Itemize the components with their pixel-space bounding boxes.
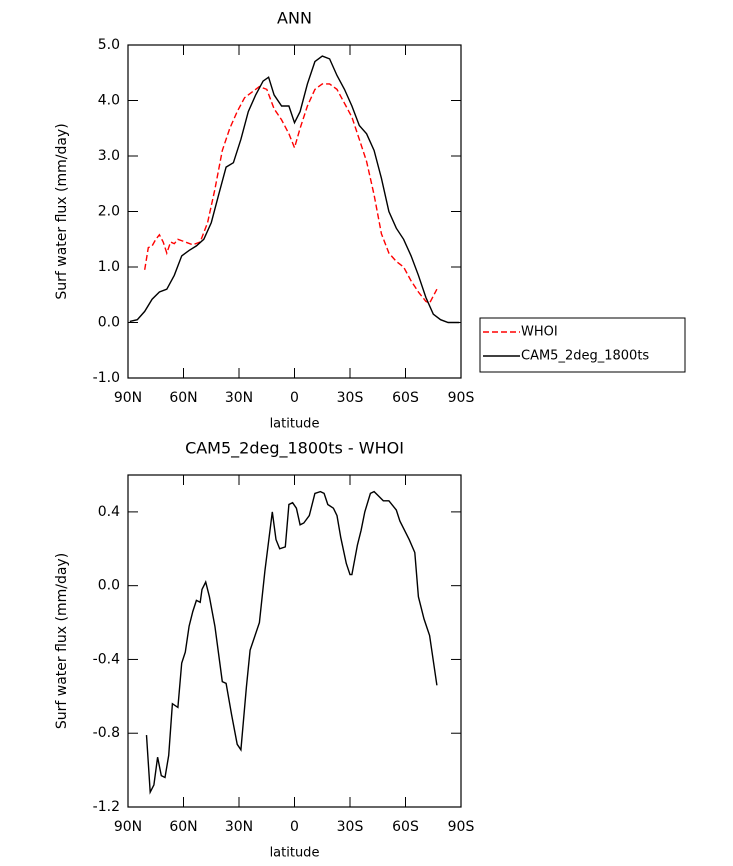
x-tick-label: 60N	[169, 819, 197, 835]
x-tick-label: 30S	[337, 390, 364, 406]
y-tick-label: 0.0	[98, 315, 120, 331]
y-tick-label: 5.0	[98, 37, 120, 53]
y-tick-label: -1.2	[93, 799, 120, 815]
y-tick-label: -1.0	[93, 370, 120, 386]
legend-label: WHOI	[521, 325, 558, 340]
y-axis-label: Surf water flux (mm/day)	[54, 123, 70, 299]
y-tick-label: 0.4	[98, 504, 120, 520]
legend-box	[479, 317, 686, 373]
x-tick-label: 30S	[337, 819, 364, 835]
x-axis-label: latitude	[270, 846, 320, 861]
x-tick-label: 90N	[114, 819, 142, 835]
x-tick-label: 0	[290, 819, 299, 835]
data-line	[129, 55, 460, 324]
x-tick-label: 60S	[392, 390, 419, 406]
y-tick-label: -0.8	[93, 725, 120, 741]
chart-title: CAM5_2deg_1800ts - WHOI	[185, 439, 404, 459]
x-tick-label: 90N	[114, 390, 142, 406]
y-tick-label: 0.0	[98, 578, 120, 594]
x-tick-label: 90S	[448, 390, 475, 406]
y-tick-label: 3.0	[98, 148, 120, 164]
x-tick-label: 0	[290, 390, 299, 406]
data-line	[145, 490, 438, 795]
x-tick-label: 30N	[225, 819, 253, 835]
y-tick-label: 2.0	[98, 204, 120, 220]
x-tick-label: 30N	[225, 390, 253, 406]
plot-frame	[127, 44, 462, 379]
x-tick-label: 60S	[392, 819, 419, 835]
y-tick-label: 1.0	[98, 259, 120, 275]
legend-label: CAM5_2deg_1800ts	[521, 349, 649, 364]
plot-frame	[127, 474, 462, 808]
chart-title: ANN	[277, 9, 312, 28]
x-tick-label: 90S	[448, 819, 475, 835]
y-axis-label: Surf water flux (mm/day)	[54, 553, 70, 729]
y-tick-label: -0.4	[93, 651, 120, 667]
x-axis-label: latitude	[270, 417, 320, 432]
data-line	[144, 83, 438, 305]
y-tick-label: 4.0	[98, 93, 120, 109]
x-tick-label: 60N	[169, 390, 197, 406]
